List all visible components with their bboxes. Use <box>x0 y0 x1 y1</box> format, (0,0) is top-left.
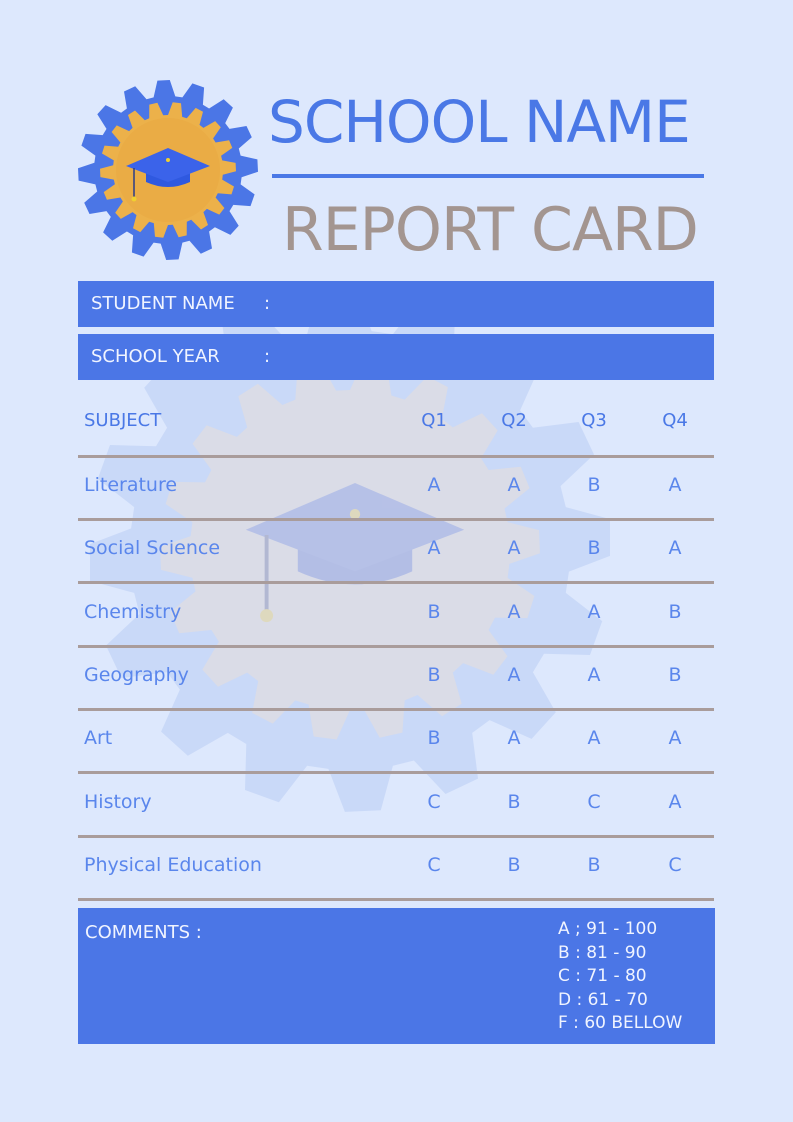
grade-cell-q3: C <box>587 790 601 813</box>
subject-cell: Geography <box>84 663 189 686</box>
subject-cell: Physical Education <box>84 853 262 876</box>
grade-cell-q4: B <box>668 663 682 686</box>
row-divider <box>78 644 714 648</box>
grading-scale: A ; 91 - 100 B : 81 - 90 C : 71 - 80 D :… <box>558 918 682 1036</box>
subject-cell: Social Science <box>84 537 221 560</box>
report-card-title: REPORT CARD <box>282 195 699 265</box>
grade-cell-q2: B <box>507 853 521 876</box>
comments-box: COMMENTS : A ; 91 - 100 B : 81 - 90 C : … <box>78 908 715 1044</box>
grade-cell-q1: B <box>427 663 441 686</box>
header-subject: SUBJECT <box>84 410 162 431</box>
grade-cell-q2: A <box>507 600 521 623</box>
grade-cell-q1: B <box>427 600 441 623</box>
scale-item: F : 60 BELLOW <box>558 1013 683 1033</box>
grade-cell-q1: A <box>427 474 441 496</box>
comments-label: COMMENTS : <box>85 922 202 943</box>
grade-cell-q3: B <box>587 853 601 876</box>
row-divider <box>78 581 714 585</box>
school-year-field[interactable]: SCHOOL YEAR : <box>78 334 714 380</box>
scale-item: B : 81 - 90 <box>558 942 647 963</box>
separator: : <box>264 293 271 314</box>
scale-item: C : 71 - 80 <box>558 966 647 986</box>
grade-cell-q4: A <box>668 790 682 813</box>
grade-cell-q4: A <box>668 474 682 496</box>
separator: : <box>264 346 271 367</box>
school-name: SCHOOL NAME <box>268 88 691 156</box>
grade-cell-q4: A <box>668 537 682 560</box>
title-divider <box>272 174 704 178</box>
row-divider <box>78 707 714 711</box>
student-name-label: STUDENT NAME <box>91 293 235 314</box>
grade-cell-q4: A <box>668 727 682 750</box>
row-divider <box>78 518 714 521</box>
gear-graduation-cap-logo-icon <box>78 80 258 260</box>
grade-cell-q3: B <box>587 474 601 496</box>
school-year-label: SCHOOL YEAR <box>91 346 220 367</box>
grade-cell-q4: B <box>668 600 682 623</box>
subject-cell: Literature <box>84 474 178 496</box>
grade-cell-q1: A <box>427 537 441 560</box>
header-q1: Q1 <box>421 410 447 431</box>
grade-cell-q2: A <box>507 537 521 560</box>
subject-cell: History <box>84 790 152 813</box>
grade-cell-q3: A <box>587 663 601 686</box>
row-divider <box>78 834 714 838</box>
grade-cell-q1: B <box>427 727 441 750</box>
grade-cell-q2: A <box>507 663 521 686</box>
header-q3: Q3 <box>581 410 607 431</box>
row-divider <box>78 455 714 458</box>
grade-cell-q1: C <box>427 790 441 813</box>
grade-cell-q1: C <box>427 853 441 876</box>
subject-cell: Art <box>84 727 113 750</box>
row-divider <box>78 897 714 901</box>
subject-cell: Chemistry <box>84 600 182 623</box>
grade-cell-q2: B <box>507 790 521 813</box>
header-q2: Q2 <box>501 410 527 431</box>
header-q4: Q4 <box>662 410 688 431</box>
grade-cell-q2: A <box>507 474 521 496</box>
grade-cell-q3: A <box>587 600 601 623</box>
grade-cell-q3: A <box>587 727 601 750</box>
student-name-field[interactable]: STUDENT NAME : <box>78 281 714 327</box>
grade-cell-q4: C <box>668 853 682 876</box>
scale-item: A ; 91 - 100 <box>558 919 658 939</box>
grade-cell-q2: A <box>507 727 521 750</box>
grade-cell-q3: B <box>587 537 601 560</box>
row-divider <box>78 771 714 775</box>
scale-item: D : 61 - 70 <box>558 989 648 1010</box>
